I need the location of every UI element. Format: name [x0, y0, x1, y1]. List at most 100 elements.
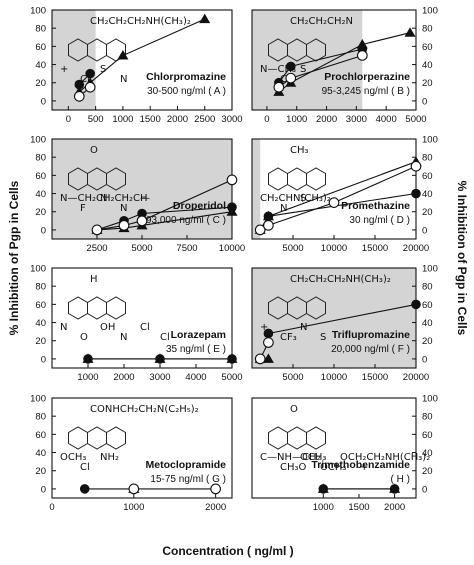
drug-name: Promethazine [341, 200, 410, 212]
x-tick-label: 15000 [362, 372, 388, 383]
y-tick-label: 40 [35, 189, 46, 200]
y-tick-label: 60 [35, 171, 46, 182]
x-tick-label: 1000 [123, 502, 144, 513]
y-tick-label: 60 [422, 171, 433, 182]
data-point-circle-open [91, 224, 103, 236]
benzene-ring [306, 426, 326, 450]
data-point-circle-open [128, 483, 140, 495]
data-point-circle-open [328, 197, 340, 208]
drug-concentration: 35 ng/ml ( E ) [166, 344, 226, 355]
benzene-ring [106, 296, 126, 320]
y-tick-label: 60 [35, 300, 46, 311]
data-point-circle-filled [285, 61, 296, 72]
x-tick-label: 1000 [112, 114, 133, 125]
structure-label: OCH₃ [60, 452, 86, 463]
y-tick-label: 0 [422, 96, 427, 107]
x-tick-label: 2500 [194, 114, 215, 125]
data-point-circle-filled [155, 354, 165, 364]
drug-concentration: ( H ) [391, 474, 410, 485]
y-tick-label: 40 [422, 448, 433, 459]
shaded-band [52, 10, 96, 110]
panel-f: 0 20 40 60 80 100 5000 10000 15000 20000 CH₂CH₂CH₂… [251, 264, 438, 383]
y-axis-label-left: % Inhibition of Pgp in Cells [7, 180, 21, 335]
x-tick-label: 1000 [313, 502, 334, 513]
data-point-circle-open [73, 91, 85, 102]
x-tick-label: 5000 [282, 243, 303, 254]
x-tick-label: 7500 [176, 243, 197, 254]
structure-label: H [90, 274, 98, 285]
x-tick-label: 1500 [140, 114, 161, 125]
central-ring [87, 426, 107, 450]
data-point-circle-filled [79, 484, 90, 494]
series-line-circle-open [96, 179, 233, 231]
structure-label: N [300, 322, 307, 333]
y-tick-label: 60 [35, 430, 46, 441]
y-tick-label: 40 [422, 189, 433, 200]
x-tick-label: 20000 [403, 372, 429, 383]
y-tick-label: 100 [30, 394, 46, 405]
structure-label: CH₂CH₂CH₂NH(CH₃)₂ [290, 274, 391, 285]
data-point-circle-filled [263, 211, 274, 222]
data-point-triangle [404, 27, 416, 37]
drug-name: Lorazepam [171, 329, 226, 341]
panel-d: 0 20 40 60 80 100 5000 10000 15000 20000 CH₃ CH₂CHN… [251, 135, 438, 254]
data-point-circle-filled [263, 328, 274, 339]
y-tick-label: 0 [41, 484, 46, 495]
structure-label: N [60, 322, 67, 333]
y-tick-label: 100 [30, 6, 46, 17]
structure-label: OCH₃ [320, 462, 346, 473]
x-tick-label: 0 [66, 114, 71, 125]
structure-label: N [120, 203, 127, 214]
structure-label: S [300, 64, 306, 75]
y-tick-label: 40 [35, 448, 46, 459]
structure-label: Cl [280, 74, 290, 85]
data-point-circle-filled [411, 299, 421, 310]
x-tick-label: 2000 [167, 114, 188, 125]
series-line-circle-filled [268, 303, 417, 335]
drug-concentration: 93,000 ng/ml ( C ) [146, 215, 226, 226]
structure-label: N [120, 74, 127, 85]
y-axis-label-right: % Inhibition of Pgp in Cells [455, 181, 469, 336]
benzene-ring [306, 296, 326, 320]
y-tick-label: 20 [35, 336, 46, 347]
structure-label: F [80, 203, 86, 214]
x-tick-label: 1000 [77, 372, 98, 383]
y-tick-label: 0 [41, 225, 46, 236]
data-point-circle-open [226, 174, 238, 186]
x-tick-label: 4000 [376, 114, 397, 125]
y-tick-label: 80 [422, 412, 433, 423]
series-line-triangle [278, 32, 411, 93]
y-tick-label: 80 [422, 153, 433, 164]
y-tick-label: 0 [41, 354, 46, 365]
data-point-circle-open [263, 220, 274, 231]
benzene-ring [306, 38, 326, 62]
structure-label: S [100, 64, 106, 75]
structure-label: NH₂ [100, 452, 119, 463]
benzene-ring [68, 296, 88, 320]
y-tick-label: 0 [41, 96, 46, 107]
series-line-triangle [96, 211, 233, 231]
y-tick-label: 100 [30, 135, 46, 146]
benzene-ring [106, 167, 126, 191]
y-tick-label: 20 [35, 78, 46, 89]
y-tick-label: 80 [35, 282, 46, 293]
y-tick-label: 40 [422, 60, 433, 71]
structure-label: CH₃ [290, 145, 309, 156]
y-tick-label: 60 [422, 42, 433, 53]
structure-label: N [280, 203, 287, 214]
data-point-circle-filled [318, 484, 329, 494]
y-tick-label: 60 [422, 430, 433, 441]
x-tick-label: 5000 [131, 243, 152, 254]
series-line-triangle [78, 18, 205, 93]
structure-label: N—CH₂CH₂CH₂C— [60, 193, 150, 204]
y-tick-label: 80 [422, 282, 433, 293]
chemical-structure: CH₃ CH₂CHN(CH₃)₂N S [260, 145, 331, 214]
data-point-circle-open [84, 81, 96, 93]
data-point-circle-open [273, 81, 285, 93]
data-point-circle-filled [83, 354, 93, 364]
